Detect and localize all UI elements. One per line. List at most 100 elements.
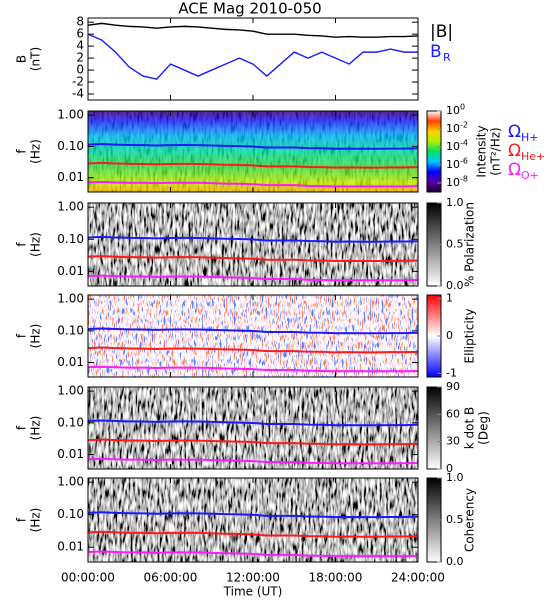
colorbar-tick-label: 90: [446, 380, 460, 393]
legend-label: Ω: [508, 122, 521, 142]
series-line: [87, 161, 419, 169]
colorbar-tick-label: 10: [446, 104, 460, 117]
legend-label: Ω: [508, 141, 521, 161]
y-axis-label: f: [15, 333, 29, 338]
colorbar-unit: (nT²/Hz): [489, 127, 503, 175]
colorbar-tick-label: 0.0: [446, 555, 464, 568]
y-tick-label: 1.00: [57, 475, 84, 489]
series-line: [87, 22, 419, 38]
colorbar-unit: (Deg): [477, 411, 491, 445]
colorbar-tick-label: 10: [446, 158, 460, 171]
colorbar: [426, 110, 442, 193]
legend-label: Ω: [508, 160, 521, 180]
plot-frame: [87, 294, 419, 378]
series-line: [87, 143, 419, 150]
series-line: [87, 235, 419, 243]
legend-subscript: O+: [521, 169, 539, 182]
colorbar-tick-label: 1: [446, 292, 453, 305]
x-tick-label: 24:00:00: [391, 571, 445, 585]
colorbar-label: Ellipticity: [463, 309, 477, 364]
x-axis-label: Time (UT): [223, 585, 283, 599]
x-tick-label: 06:00:00: [144, 571, 198, 585]
colorbar-tick-exponent: -2: [460, 121, 468, 130]
colorbar-tick-exponent: -8: [460, 175, 468, 184]
y-tick-label: -2: [72, 75, 84, 89]
y-axis-unit: (Hz): [29, 324, 43, 349]
series-line: [87, 274, 419, 282]
plot-frame: [87, 477, 419, 563]
y-tick-label: 0.01: [57, 540, 84, 554]
colorbar-tick-label: 10: [446, 140, 460, 153]
plot-frame: [87, 110, 419, 193]
series-line: [87, 346, 419, 354]
colorbar-label: Intensity: [475, 125, 489, 177]
series-line: [87, 550, 419, 558]
series-line: [87, 255, 419, 263]
series-line: [87, 419, 419, 427]
y-axis-label: B: [15, 55, 29, 63]
x-tick-label: 12:00:00: [226, 571, 280, 585]
y-tick-label: 0.01: [57, 355, 84, 369]
colorbar-tick-label: 0: [446, 462, 453, 475]
y-axis-label: f: [15, 517, 29, 522]
colorbar-label: k dot B: [463, 407, 477, 449]
legend-subscript: H+: [521, 131, 539, 144]
y-tick-label: 0.01: [57, 170, 84, 184]
spectrogram-image: [88, 478, 418, 562]
series-line: [87, 438, 419, 446]
plot-frame: [87, 17, 419, 101]
y-tick-label: -4: [72, 87, 84, 101]
series-line: [87, 365, 419, 373]
colorbar-tick-label: -1: [446, 366, 457, 379]
colorbar-tick-label: 1.0: [446, 196, 464, 209]
y-axis-label: f: [15, 242, 29, 247]
y-tick-label: 0.10: [57, 507, 84, 521]
series-line: [87, 511, 419, 519]
y-tick-label: 6: [76, 27, 84, 41]
y-tick-label: 0: [76, 63, 84, 77]
y-tick-label: 0.01: [57, 264, 84, 278]
legend-label: |B|: [430, 22, 453, 42]
colorbar-tick-label: 1.0: [446, 471, 464, 484]
y-axis-label: f: [15, 149, 29, 154]
legend-subscript: R: [443, 51, 451, 64]
y-axis-unit: (nT): [29, 47, 43, 71]
y-tick-label: 0.10: [57, 323, 84, 337]
y-tick-label: 0.10: [57, 139, 84, 153]
y-tick-label: 4: [76, 39, 84, 53]
series-line: [87, 180, 419, 188]
y-axis-label: f: [15, 425, 29, 430]
series-line: [87, 457, 419, 465]
legend-label: B: [430, 42, 442, 62]
colorbar-tick-exponent: -6: [460, 157, 468, 166]
spectrogram-image: [88, 203, 418, 286]
plot-frame: [87, 386, 419, 470]
y-tick-label: 1.00: [57, 384, 84, 398]
y-tick-label: 2: [76, 51, 84, 65]
chart-title: ACE Mag 2010-050: [178, 0, 321, 18]
colorbar-tick-exponent: 0: [460, 103, 465, 112]
x-tick-label: 00:00:00: [61, 571, 115, 585]
colorbar-tick-label: 0: [446, 329, 453, 342]
colorbar-tick-label: 60: [446, 407, 460, 420]
plot-frame: [87, 202, 419, 287]
y-tick-label: 0.01: [57, 447, 84, 461]
series-line: [87, 530, 419, 538]
colorbar-tick-label: 10: [446, 122, 460, 135]
colorbar-label: Coherency: [463, 488, 477, 552]
colorbar-tick-label: 0.5: [446, 513, 464, 526]
colorbar-tick-label: 30: [446, 435, 460, 448]
spectrogram-texture: [88, 111, 418, 192]
y-axis-unit: (Hz): [29, 416, 43, 441]
colorbar-tick-label: 10: [446, 176, 460, 189]
series-line: [87, 33, 418, 80]
colorbar-tick-exponent: -4: [460, 139, 468, 148]
y-tick-label: 1.00: [57, 200, 84, 214]
y-tick-label: 1.00: [57, 108, 84, 122]
y-axis-unit: (Hz): [29, 508, 43, 533]
spectrogram-image: [88, 295, 418, 377]
colorbar-label: % Polarization: [463, 202, 477, 287]
y-tick-label: 0.10: [57, 415, 84, 429]
